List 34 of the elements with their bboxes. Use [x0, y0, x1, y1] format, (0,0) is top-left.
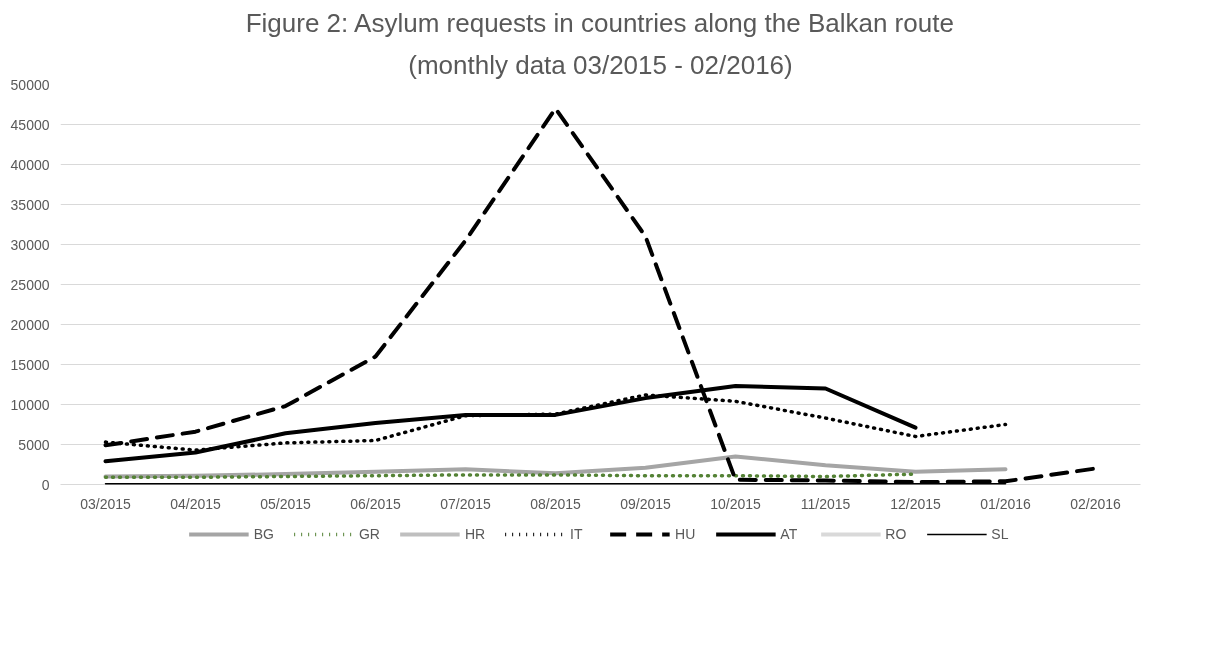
legend-label: GR	[358, 526, 380, 542]
x-tick-label: 06/2015	[350, 495, 402, 512]
legend-label: HR	[464, 526, 486, 542]
y-tick-label: 20000	[10, 316, 50, 333]
x-tick-label: 11/2015	[800, 495, 851, 512]
x-tick-label: 03/2015	[80, 495, 132, 512]
y-tick-label: 30000	[10, 236, 50, 253]
x-tick-label: 04/2015	[170, 495, 222, 512]
line-series	[103, 454, 1008, 479]
x-tick-label: 12/2015	[890, 495, 942, 512]
x-tick-label: 01/2016	[980, 495, 1032, 512]
y-tick-label: 5000	[18, 436, 50, 453]
x-tick-label: 07/2015	[440, 495, 492, 512]
y-tick-label: 40000	[10, 156, 50, 173]
legend-label: HU	[675, 526, 696, 542]
y-tick-label: 25000	[10, 276, 50, 293]
y-tick-label: 50000	[10, 76, 50, 93]
legend-label: AT	[780, 526, 799, 542]
y-tick-label: 15000	[10, 356, 50, 373]
chart-title: Figure 2: Asylum requests in countries along the Balkan route	[245, 7, 954, 38]
y-tick-label: 45000	[10, 116, 50, 133]
x-tick-label: 10/2015	[710, 495, 762, 512]
legend-label: BG	[253, 526, 274, 542]
x-tick-label: 02/2016	[1070, 495, 1122, 512]
x-tick-label: 09/2015	[620, 495, 672, 512]
legend-label: SL	[991, 526, 1010, 542]
legend-label: IT	[570, 526, 584, 542]
legend-label: RO	[885, 526, 907, 542]
chart-subtitle: (monthly data 03/2015 - 02/2016)	[408, 49, 793, 80]
x-tick-label: 05/2015	[260, 495, 312, 512]
y-tick-label: 10000	[10, 396, 50, 413]
y-tick-label: 0	[41, 476, 50, 493]
y-tick-label: 35000	[10, 196, 50, 213]
x-tick-label: 08/2015	[530, 495, 582, 512]
